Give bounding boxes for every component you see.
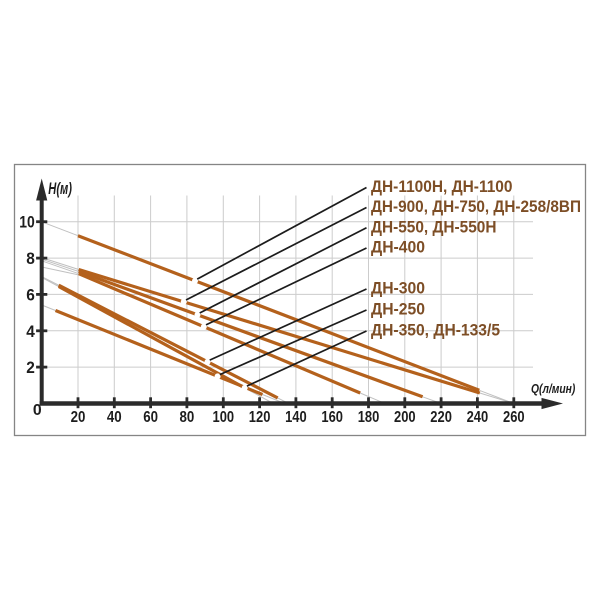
svg-text:80: 80: [180, 409, 195, 426]
svg-text:160: 160: [321, 409, 343, 426]
svg-text:ДН-1100Н, ДН-1100: ДН-1100Н, ДН-1100: [371, 177, 513, 196]
svg-text:ДН-300: ДН-300: [371, 279, 425, 298]
svg-text:60: 60: [143, 409, 158, 426]
svg-text:Н(м): Н(м): [48, 180, 72, 198]
svg-text:260: 260: [503, 409, 525, 426]
svg-text:220: 220: [430, 409, 452, 426]
svg-text:6: 6: [26, 286, 35, 304]
svg-text:20: 20: [71, 409, 86, 426]
svg-text:ДН-250: ДН-250: [371, 300, 425, 319]
svg-text:100: 100: [213, 409, 235, 426]
svg-text:2: 2: [26, 359, 35, 377]
svg-text:ДН-550, ДН-550Н: ДН-550, ДН-550Н: [371, 217, 497, 236]
svg-text:140: 140: [285, 409, 307, 426]
svg-text:40: 40: [107, 409, 122, 426]
svg-text:10: 10: [19, 214, 35, 232]
svg-text:4: 4: [26, 323, 35, 341]
svg-text:120: 120: [249, 409, 271, 426]
svg-text:240: 240: [467, 409, 489, 426]
svg-text:ДН-400: ДН-400: [371, 238, 425, 257]
svg-text:200: 200: [394, 409, 416, 426]
svg-text:ДН-900, ДН-750, ДН-258/8ВП: ДН-900, ДН-750, ДН-258/8ВП: [371, 197, 581, 216]
svg-text:0: 0: [33, 402, 42, 419]
svg-text:180: 180: [358, 409, 380, 426]
svg-text:Q(л/мин): Q(л/мин): [531, 381, 575, 396]
svg-text:8: 8: [26, 250, 35, 268]
svg-text:ДН-350, ДН-133/5: ДН-350, ДН-133/5: [371, 321, 500, 340]
